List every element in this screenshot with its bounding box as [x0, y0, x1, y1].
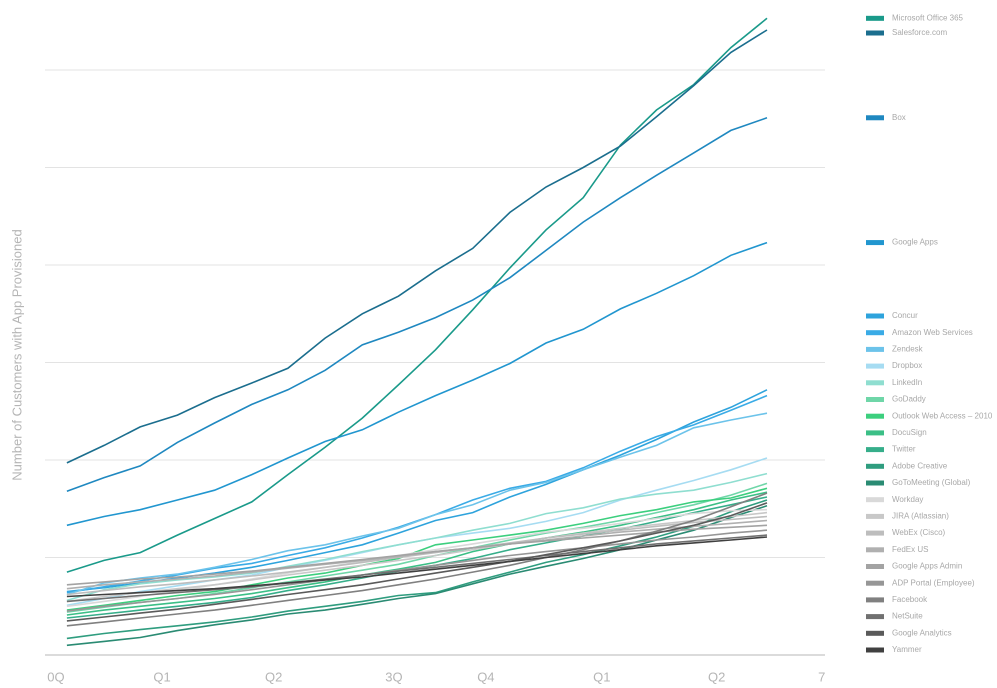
- legend-swatch: [866, 313, 884, 319]
- y-axis-label: Number of Customers with App Provisioned: [9, 229, 24, 480]
- series-line: [66, 472, 768, 602]
- series-line: [66, 17, 768, 573]
- legend-swatch: [866, 597, 884, 603]
- legend-label: Workday: [892, 495, 923, 504]
- legend-swatch: [866, 580, 884, 586]
- legend-swatch: [866, 330, 884, 336]
- x-tick-label: 3Q: [385, 669, 402, 684]
- series-line: [66, 389, 768, 593]
- legend-swatch: [866, 530, 884, 536]
- legend-label: Amazon Web Services: [892, 328, 973, 337]
- legend-label: Adobe Creative: [892, 461, 948, 470]
- series-line: [66, 487, 768, 611]
- legend-label: Salesforce.com: [892, 28, 947, 37]
- legend-label: ADP Portal (Employee): [892, 578, 975, 587]
- legend-label: Dropbox: [892, 361, 922, 370]
- legend-swatch: [866, 363, 884, 369]
- legend-swatch: [866, 564, 884, 569]
- x-tick-label: 7: [818, 669, 825, 684]
- legend-label: WebEx (Cisco): [892, 528, 946, 537]
- legend-label: FedEx US: [892, 545, 928, 554]
- legend-label: Google Apps Admin: [892, 562, 962, 571]
- x-tick-label: Q1: [593, 669, 610, 684]
- series-line: [66, 515, 768, 596]
- legend-label: Microsoft Office 365: [892, 13, 964, 22]
- series-line: [66, 511, 768, 603]
- legend-label: Google Apps: [892, 238, 938, 247]
- legend-swatch: [866, 397, 884, 402]
- x-tick-label: Q2: [265, 669, 282, 684]
- legend-swatch: [866, 647, 884, 653]
- x-tick-label: Q2: [708, 669, 725, 684]
- legend-label: Box: [892, 113, 906, 122]
- series-line: [66, 492, 768, 627]
- legend-label: Google Analytics: [892, 628, 952, 637]
- series-line: [66, 536, 768, 598]
- x-tick-label: 0Q: [47, 669, 64, 684]
- legend-swatch: [866, 240, 884, 246]
- series-line: [66, 499, 768, 640]
- legend: Microsoft Office 365 Salesforce.com Box Goo…: [866, 13, 993, 654]
- legend-swatch: [866, 413, 884, 419]
- legend-swatch: [866, 380, 884, 386]
- legend-swatch: [866, 497, 884, 503]
- series-line: [66, 117, 768, 492]
- legend-swatch: [866, 447, 884, 453]
- legend-label: Facebook: [892, 595, 928, 604]
- x-tick-label: Q4: [477, 669, 494, 684]
- legend-label: GoToMeeting (Global): [892, 478, 971, 487]
- legend-swatch: [866, 547, 884, 553]
- legend-label: Yammer: [892, 645, 922, 654]
- legend-label: Zendesk: [892, 345, 924, 354]
- legend-swatch: [866, 15, 884, 21]
- legend-label: GoDaddy: [892, 395, 926, 404]
- legend-swatch: [866, 614, 884, 620]
- legend-swatch: [866, 30, 884, 36]
- legend-label: LinkedIn: [892, 378, 922, 387]
- x-tick-label: Q1: [153, 669, 170, 684]
- legend-swatch: [866, 430, 884, 436]
- legend-label: NetSuite: [892, 612, 923, 621]
- legend-label: DocuSign: [892, 428, 927, 437]
- series-line: [66, 241, 768, 527]
- legend-swatch: [866, 630, 884, 636]
- legend-label: Twitter: [892, 445, 916, 454]
- series-line: [66, 412, 768, 596]
- series-line: [66, 502, 768, 622]
- legend-swatch: [866, 463, 884, 469]
- legend-label: Outlook Web Access – 2010: [892, 411, 993, 420]
- series-line: [66, 29, 768, 464]
- legend-label: Concur: [892, 311, 918, 320]
- series-line: [66, 534, 768, 603]
- legend-swatch: [866, 513, 884, 519]
- legend-swatch: [866, 115, 884, 121]
- legend-label: JIRA (Atlassian): [892, 512, 949, 521]
- legend-swatch: [866, 480, 884, 486]
- series-line: [66, 505, 768, 647]
- series-line: [66, 529, 768, 612]
- legend-swatch: [866, 346, 884, 352]
